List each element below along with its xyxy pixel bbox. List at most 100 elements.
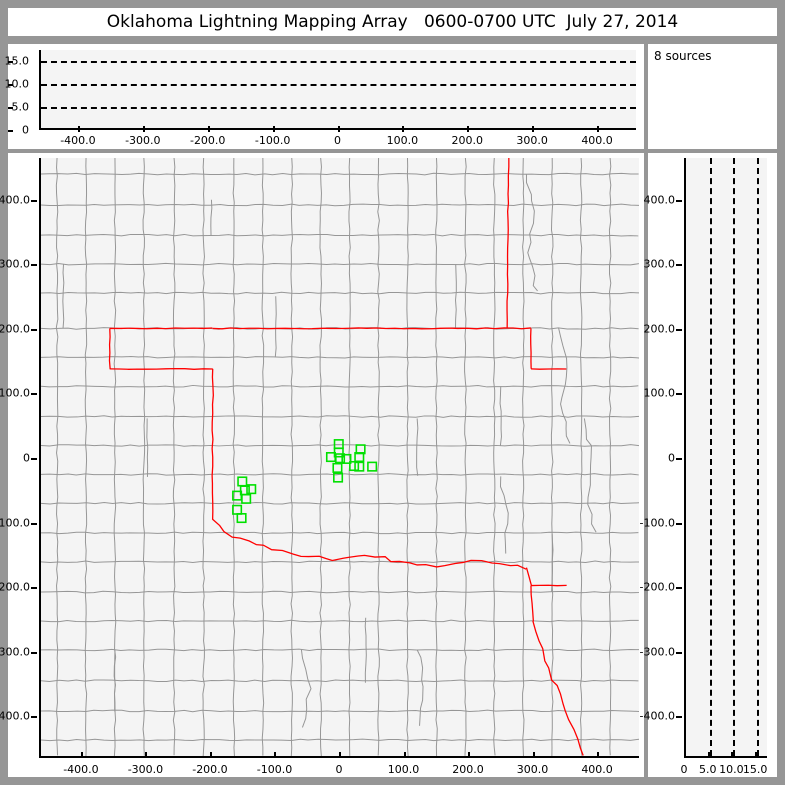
- map-x-tick-label: 0: [336, 763, 343, 776]
- county-line-horizontal: [41, 357, 639, 359]
- right-panel-y-tick: [676, 716, 682, 718]
- county-line-horizontal: [41, 263, 639, 264]
- map-y-tick-label: -200.0: [0, 581, 30, 594]
- map-x-tick: [339, 752, 341, 758]
- county-line-vertical: [320, 158, 321, 756]
- county-line-vertical: [494, 158, 495, 755]
- county-line-segment: [456, 264, 457, 328]
- map-x-tick-label: -400.0: [63, 763, 98, 776]
- right-panel-y-tick: [676, 264, 682, 266]
- right-panel-y-tick-label: 0: [668, 452, 675, 465]
- map-y-tick-label: 300.0: [0, 258, 30, 271]
- top-panel-x-tick-label: 300.0: [516, 134, 548, 147]
- top-panel-gridline: [41, 61, 636, 63]
- right-panel-x-tick: [684, 752, 686, 758]
- county-line-horizontal: [41, 234, 638, 235]
- map-y-tick: [31, 458, 37, 460]
- county-line-vertical: [407, 158, 408, 756]
- top-panel-plot-area[interactable]: [39, 50, 636, 130]
- lightning-source-marker: [238, 477, 246, 485]
- county-line-vertical: [85, 158, 86, 756]
- county-line-vertical: [436, 158, 438, 756]
- county-line-segment: [63, 264, 64, 328]
- map-y-tick: [31, 329, 37, 331]
- page-title: Oklahoma Lightning Mapping Array 0600-07…: [107, 12, 678, 32]
- lightning-source-marker: [237, 514, 245, 522]
- right-panel-y-tick: [676, 200, 682, 202]
- right-panel-gridline: [710, 158, 712, 756]
- county-line-segment: [115, 650, 116, 711]
- county-line-segment: [500, 386, 501, 445]
- map-y-tick-label: 100.0: [0, 387, 30, 400]
- map-x-tick: [145, 752, 147, 758]
- top-panel-x-tick: [467, 126, 469, 132]
- map-x-tick-label: 400.0: [581, 763, 613, 776]
- county-line-horizontal: [41, 710, 639, 712]
- top-panel-x-tick-label: 400.0: [581, 134, 613, 147]
- map-y-tick-label: 200.0: [0, 322, 30, 335]
- top-panel-x-tick: [208, 126, 210, 132]
- county-line-vertical: [173, 158, 174, 755]
- map-geography-svg: [41, 158, 639, 756]
- map-x-axis: -400.0-300.0-200.0-100.00100.0200.0300.0…: [39, 758, 639, 776]
- county-line-horizontal: [41, 445, 639, 447]
- county-line-horizontal: [41, 649, 639, 650]
- top-panel-x-tick: [402, 126, 404, 132]
- lightning-source-marker: [335, 440, 343, 448]
- right-panel-y-tick-label: -400.0: [640, 710, 675, 723]
- right-panel-y-tick: [676, 652, 682, 654]
- top-panel-y-tick-label: 5.0: [12, 101, 30, 114]
- map-plot-area[interactable]: [39, 158, 639, 758]
- right-panel-gridline: [733, 158, 735, 756]
- top-panel-x-tick: [143, 126, 145, 132]
- right-panel-x-tick: [708, 752, 710, 758]
- county-line-irregular: [500, 476, 508, 553]
- oklahoma-texas-east-border: [531, 586, 533, 622]
- lightning-source-marker: [368, 462, 376, 470]
- texas-oklahoma-meridian-border: [212, 369, 213, 520]
- title-bar: Oklahoma Lightning Mapping Array 0600-07…: [8, 8, 777, 36]
- right-panel-y-tick-label: -100.0: [640, 516, 675, 529]
- top-panel-gridline: [41, 84, 636, 86]
- county-line-segment: [417, 418, 418, 475]
- county-line-horizontal: [41, 416, 639, 418]
- top-panel-x-tick-label: -400.0: [60, 134, 95, 147]
- right-panel-y-tick-label: 200.0: [644, 322, 676, 335]
- map-y-tick: [31, 393, 37, 395]
- top-panel-x-tick: [273, 126, 275, 132]
- county-line-segment: [552, 534, 553, 592]
- county-line-horizontal: [41, 739, 639, 741]
- map-plan-view-panel: -400.0-300.0-200.0-100.00100.0200.0300.0…: [8, 153, 644, 777]
- oklahoma-se-jog: [526, 568, 531, 586]
- county-line-vertical: [580, 158, 581, 756]
- county-line-horizontal: [41, 561, 639, 563]
- map-x-tick: [274, 752, 276, 758]
- lightning-source-marker: [233, 506, 241, 514]
- map-y-tick: [31, 652, 37, 654]
- map-y-tick-label: -300.0: [0, 645, 30, 658]
- top-panel-x-tick-label: -100.0: [255, 134, 290, 147]
- lightning-source-marker: [333, 464, 341, 472]
- right-panel-y-tick: [676, 523, 682, 525]
- top-panel-x-tick-label: 100.0: [387, 134, 419, 147]
- top-panel-y-axis: 05.010.015.0: [8, 50, 36, 130]
- county-line-vertical: [291, 158, 293, 756]
- right-panel-y-tick: [676, 587, 682, 589]
- county-line-irregular: [417, 650, 423, 726]
- map-x-tick: [468, 752, 470, 758]
- map-y-tick: [31, 200, 37, 202]
- map-x-tick: [210, 752, 212, 758]
- county-line-vertical: [203, 158, 205, 756]
- county-line-horizontal: [41, 680, 638, 682]
- right-panel-plot-area[interactable]: [684, 158, 767, 758]
- map-y-tick: [31, 523, 37, 525]
- county-line-segment: [365, 618, 366, 683]
- map-x-tick-label: 200.0: [452, 763, 484, 776]
- top-panel-x-tick-label: -300.0: [125, 134, 160, 147]
- top-panel-x-tick: [597, 126, 599, 132]
- map-y-tick-label: -100.0: [0, 516, 30, 529]
- top-panel-x-tick-label: -200.0: [190, 134, 225, 147]
- county-line-vertical: [378, 158, 380, 756]
- right-panel-y-tick-label: -300.0: [640, 645, 675, 658]
- county-line-segment: [147, 418, 148, 477]
